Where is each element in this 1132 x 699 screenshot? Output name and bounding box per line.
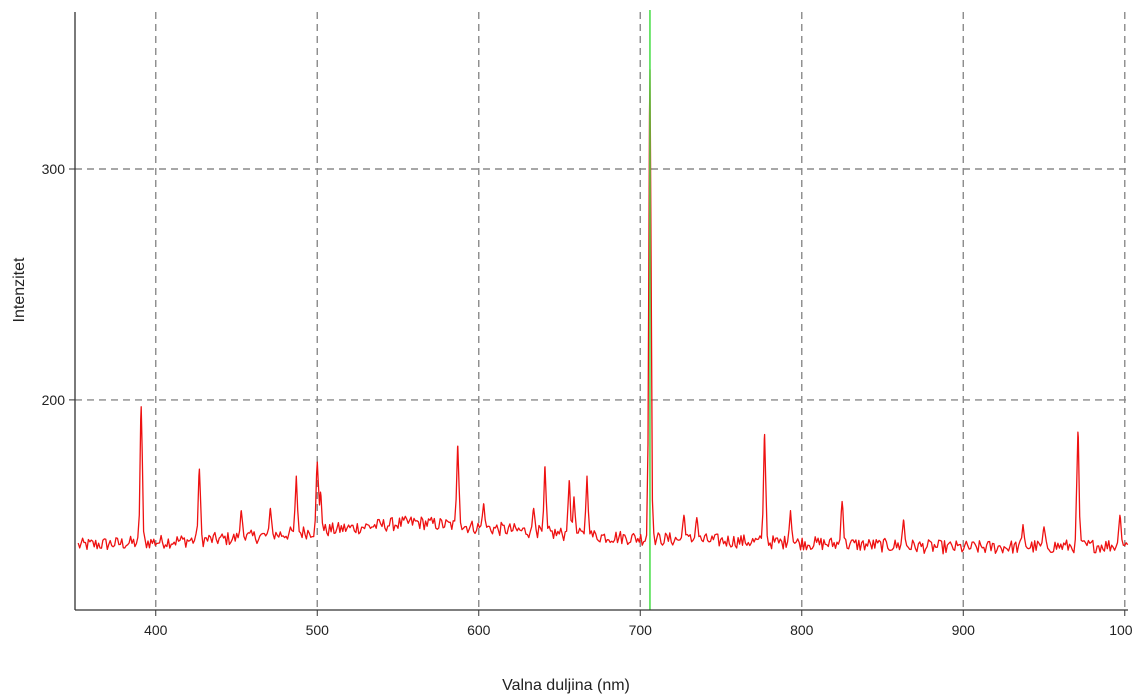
- x-tick-label: 1000: [1109, 622, 1132, 638]
- axes: [69, 12, 1128, 616]
- x-tick-label: 600: [467, 622, 491, 638]
- x-tick-label: 500: [306, 622, 330, 638]
- x-tick-label: 900: [952, 622, 976, 638]
- tick-labels: 400 500 600 700 800 900 1000 200 300: [42, 161, 1132, 638]
- x-tick-label: 700: [629, 622, 653, 638]
- y-axis-title: Intenzitet: [11, 257, 28, 322]
- y-tick-label: 200: [42, 392, 66, 408]
- x-tick-label: 400: [144, 622, 168, 638]
- grid: [75, 12, 1128, 610]
- spectrum-series-line: [77, 69, 1129, 555]
- plot-area: [77, 69, 1129, 555]
- y-tick-label: 300: [42, 161, 66, 177]
- x-tick-label: 800: [790, 622, 814, 638]
- x-axis-title: Valna duljina (nm): [502, 677, 630, 694]
